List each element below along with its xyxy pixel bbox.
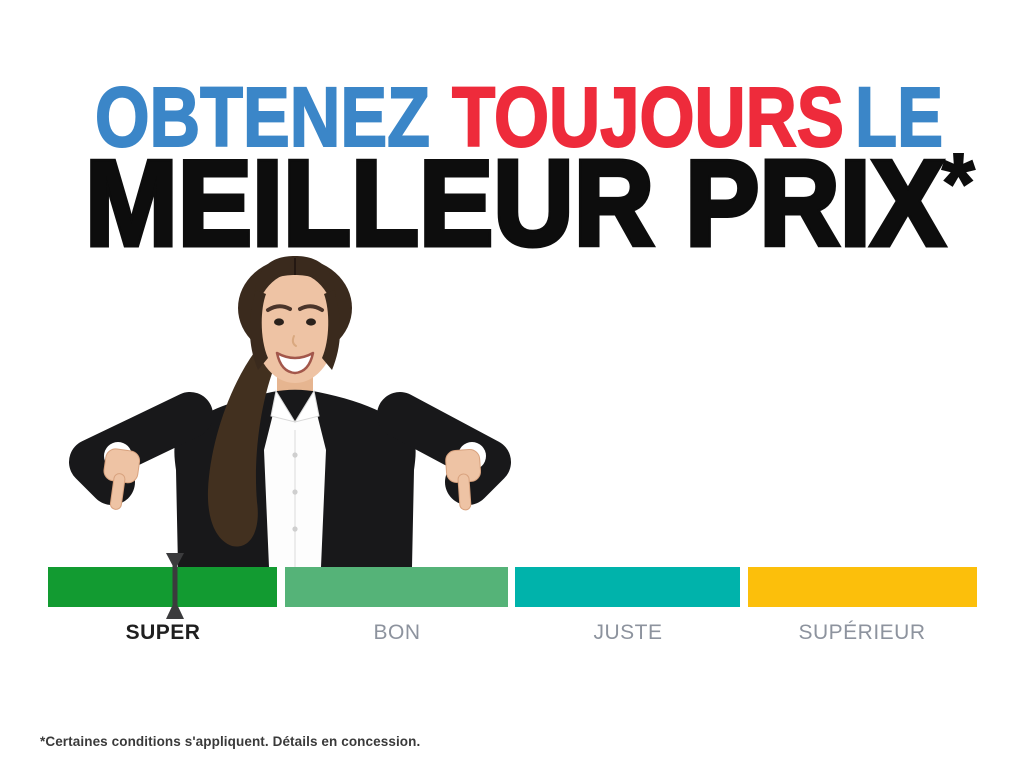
scale-segment-superieur — [748, 567, 977, 607]
disclaimer-text: *Certaines conditions s'appliquent. Déta… — [40, 734, 421, 749]
presenter-right-hand — [445, 448, 482, 511]
scale-label-superieur: SUPÉRIEUR — [798, 621, 926, 644]
scale-label-super: SUPER — [125, 621, 201, 644]
headline-line2: MEILLEUR PRIX — [85, 135, 945, 270]
presenter-illustration — [69, 256, 511, 567]
scale-segment-bon — [285, 567, 508, 607]
scale-segment-juste — [515, 567, 740, 607]
headline-word-le: LE — [855, 70, 943, 164]
scale-segment-super — [48, 567, 277, 607]
presenter-hair-front — [249, 256, 341, 370]
headline-word-obtenez: OBTENEZ — [95, 70, 430, 164]
presenter-left-hand — [103, 448, 141, 510]
headline: OBTENEZ TOUJOURS LE MEILLEUR PRIX * — [83, 69, 977, 270]
headline-asterisk: * — [942, 136, 975, 230]
scale-marker-icon — [166, 553, 184, 619]
scale-label-juste: JUSTE — [593, 621, 663, 644]
presenter-face-features — [266, 304, 324, 375]
headline-word-toujours: TOUJOURS — [452, 70, 844, 164]
scale-label-bon: BON — [373, 621, 421, 644]
presenter-face — [254, 273, 336, 383]
presenter-shirt — [264, 389, 326, 567]
presenter-ponytail — [207, 350, 274, 547]
